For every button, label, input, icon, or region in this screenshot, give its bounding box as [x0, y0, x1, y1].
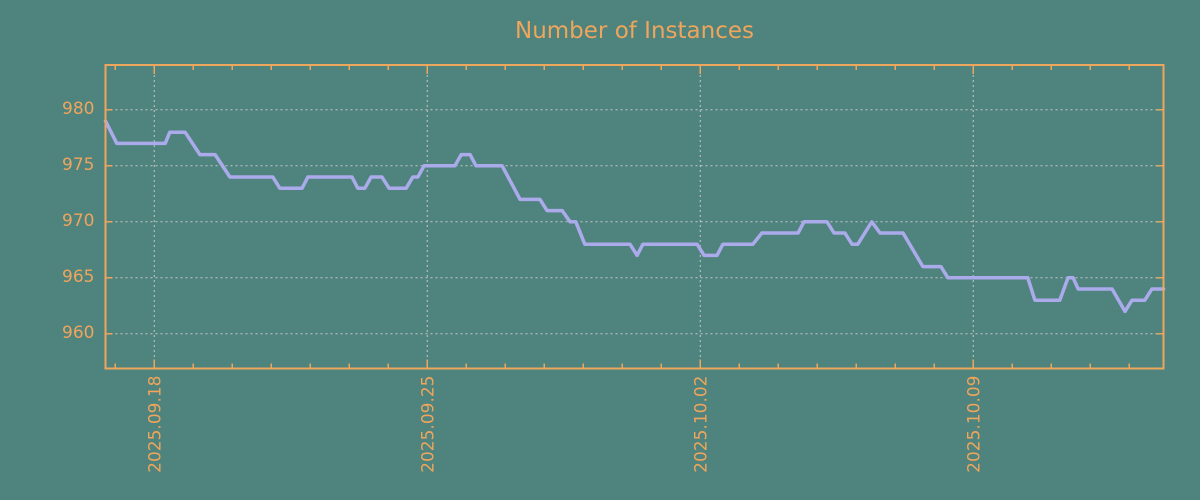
x-axis-tick-label: 2025.10.09	[964, 376, 984, 473]
x-axis-tick-label: 2025.10.02	[691, 376, 711, 473]
y-axis-tick-label: 980	[62, 99, 94, 119]
y-axis-tick-label: 975	[62, 155, 94, 175]
series-line	[103, 119, 1166, 314]
y-axis-tick-label: 960	[62, 323, 94, 343]
x-axis-tick-label: 2025.09.25	[418, 376, 438, 473]
chart-title: Number of Instances	[515, 18, 754, 44]
plot-area: 960 965 970 975 980 2025.09.18 2025.09.25 2025.…	[62, 64, 1166, 473]
plot-border	[104, 64, 1165, 370]
x-axis-tick-label: 2025.09.18	[145, 376, 165, 473]
y-axis-tick-label: 970	[62, 211, 94, 231]
y-axis-tick-label: 965	[62, 267, 94, 287]
